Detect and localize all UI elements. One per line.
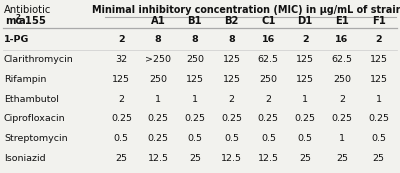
Text: 0.5: 0.5	[224, 134, 239, 143]
Text: 2: 2	[265, 94, 271, 103]
Text: Rifampin: Rifampin	[4, 75, 46, 84]
Text: 1: 1	[302, 94, 308, 103]
Text: 0.25: 0.25	[331, 114, 352, 123]
Text: 125: 125	[296, 55, 314, 64]
Text: >250: >250	[145, 55, 171, 64]
Text: 250: 250	[259, 75, 277, 84]
Text: mc: mc	[5, 16, 21, 25]
Text: 16: 16	[335, 35, 348, 44]
Text: 125: 125	[296, 75, 314, 84]
Text: 0.25: 0.25	[368, 114, 389, 123]
Text: 2: 2	[15, 14, 20, 20]
Text: a155: a155	[19, 16, 47, 25]
Text: 12.5: 12.5	[148, 154, 169, 163]
Text: 25: 25	[336, 154, 348, 163]
Text: Streptomycin: Streptomycin	[4, 134, 68, 143]
Text: 0.5: 0.5	[187, 134, 202, 143]
Text: B2: B2	[224, 16, 239, 25]
Text: 250: 250	[333, 75, 351, 84]
Text: 8: 8	[155, 35, 162, 44]
Text: 0.5: 0.5	[261, 134, 276, 143]
Text: 12.5: 12.5	[258, 154, 279, 163]
Text: 2: 2	[302, 35, 308, 44]
Text: 0.25: 0.25	[148, 114, 169, 123]
Text: 1: 1	[376, 94, 382, 103]
Text: Ciprofloxacin: Ciprofloxacin	[4, 114, 66, 123]
Text: 25: 25	[115, 154, 127, 163]
Text: B1: B1	[188, 16, 202, 25]
Text: 125: 125	[370, 55, 388, 64]
Text: 0.25: 0.25	[295, 114, 316, 123]
Text: C1: C1	[261, 16, 276, 25]
Text: 2: 2	[339, 94, 345, 103]
Text: 62.5: 62.5	[258, 55, 279, 64]
Text: 8: 8	[228, 35, 235, 44]
Text: Isoniazid: Isoniazid	[4, 154, 46, 163]
Text: 16: 16	[262, 35, 275, 44]
Text: 25: 25	[189, 154, 201, 163]
Text: 2: 2	[229, 94, 235, 103]
Text: 125: 125	[223, 55, 241, 64]
Text: F1: F1	[372, 16, 386, 25]
Text: Clarithromycin: Clarithromycin	[4, 55, 74, 64]
Text: Minimal inhibitory concentration (MIC) in μg/mL of strains: Minimal inhibitory concentration (MIC) i…	[92, 5, 400, 15]
Text: 0.25: 0.25	[221, 114, 242, 123]
Text: 32: 32	[115, 55, 128, 64]
Text: 250: 250	[149, 75, 167, 84]
Text: 0.5: 0.5	[298, 134, 313, 143]
Text: 25: 25	[373, 154, 385, 163]
Text: 125: 125	[370, 75, 388, 84]
Text: Ethambutol: Ethambutol	[4, 94, 59, 103]
Text: 1: 1	[339, 134, 345, 143]
Text: 250: 250	[186, 55, 204, 64]
Text: 2: 2	[118, 35, 125, 44]
Text: E1: E1	[335, 16, 349, 25]
Text: D1: D1	[298, 16, 313, 25]
Text: 0.5: 0.5	[371, 134, 386, 143]
Text: 25: 25	[299, 154, 311, 163]
Text: 62.5: 62.5	[331, 55, 352, 64]
Text: 125: 125	[186, 75, 204, 84]
Text: 2: 2	[375, 35, 382, 44]
Text: 125: 125	[112, 75, 130, 84]
Text: 1: 1	[155, 94, 161, 103]
Text: 1: 1	[192, 94, 198, 103]
Text: 125: 125	[223, 75, 241, 84]
Text: 0.25: 0.25	[258, 114, 279, 123]
Text: 8: 8	[192, 35, 198, 44]
Text: Antibiotic: Antibiotic	[4, 5, 51, 15]
Text: 0.5: 0.5	[114, 134, 129, 143]
Text: 1-PG: 1-PG	[4, 35, 29, 44]
Text: 0.25: 0.25	[111, 114, 132, 123]
Text: 2: 2	[118, 94, 124, 103]
Text: 0.25: 0.25	[148, 134, 169, 143]
Text: 0.25: 0.25	[184, 114, 205, 123]
Text: 12.5: 12.5	[221, 154, 242, 163]
Text: A1: A1	[151, 16, 166, 25]
